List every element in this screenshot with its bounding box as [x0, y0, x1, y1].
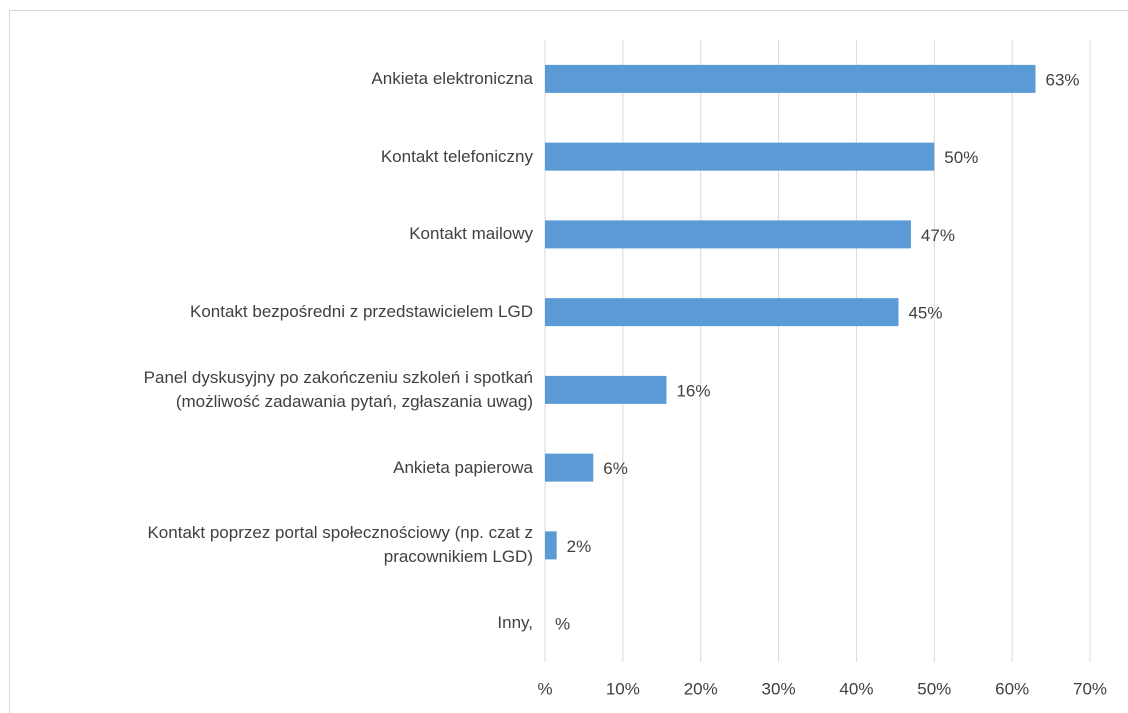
data-label: 2%	[567, 537, 592, 556]
data-label: 45%	[908, 304, 942, 323]
y-tick-label: Kontakt mailowy	[409, 224, 533, 244]
data-label: 47%	[921, 226, 955, 245]
y-tick-label: Kontakt bezpośredni z przedstawicielem L…	[190, 302, 533, 322]
chart-border	[9, 10, 1128, 713]
data-label: 63%	[1046, 70, 1080, 89]
y-tick-label: Ankieta papierowa	[393, 457, 533, 477]
y-tick-label: Ankieta elektroniczna	[371, 68, 533, 88]
bar	[545, 375, 667, 404]
x-tick-label: 40%	[839, 679, 873, 698]
data-label: %	[555, 615, 570, 634]
bar	[545, 453, 594, 482]
x-tick-label: 20%	[684, 679, 718, 698]
y-tick-label: Inny,	[497, 613, 533, 633]
x-tick-label: 50%	[917, 679, 951, 698]
bar	[545, 64, 1036, 93]
y-tick-label: Kontakt telefoniczny	[380, 146, 533, 166]
x-tick-label: 10%	[606, 679, 640, 698]
data-label: 6%	[603, 459, 628, 478]
bar	[545, 220, 911, 249]
bar	[545, 531, 557, 560]
y-tick-label: Kontakt poprzez portal społecznościowy (…	[147, 523, 533, 567]
y-tick-label: Panel dyskusyjny po zakończeniu szkoleń …	[143, 367, 533, 411]
data-label: 16%	[676, 381, 710, 400]
x-tick-label: 70%	[1073, 679, 1107, 698]
x-tick-label: 60%	[995, 679, 1029, 698]
x-tick-label: %	[537, 679, 552, 698]
bar	[545, 142, 935, 171]
bar	[545, 298, 899, 327]
data-label: 50%	[944, 148, 978, 167]
x-tick-label: 30%	[762, 679, 796, 698]
